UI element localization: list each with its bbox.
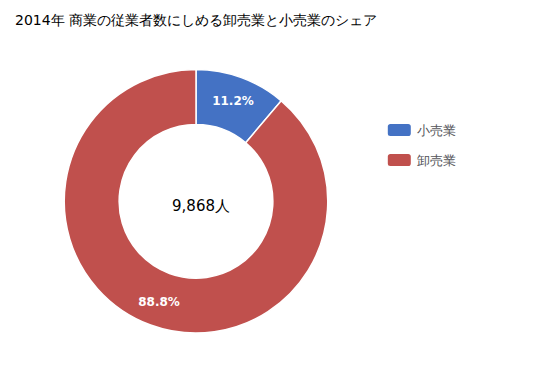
svg-text:卸売業: 卸売業 bbox=[417, 153, 456, 168]
svg-text:11.2%: 11.2% bbox=[212, 94, 254, 108]
svg-text:小売業: 小売業 bbox=[417, 123, 456, 138]
svg-text:9,868人: 9,868人 bbox=[172, 197, 230, 215]
svg-text:88.8%: 88.8% bbox=[138, 295, 180, 309]
svg-text:2014年 商業の従業者数にしめる卸売業と小売業のシェア: 2014年 商業の従業者数にしめる卸売業と小売業のシェア bbox=[15, 12, 377, 28]
